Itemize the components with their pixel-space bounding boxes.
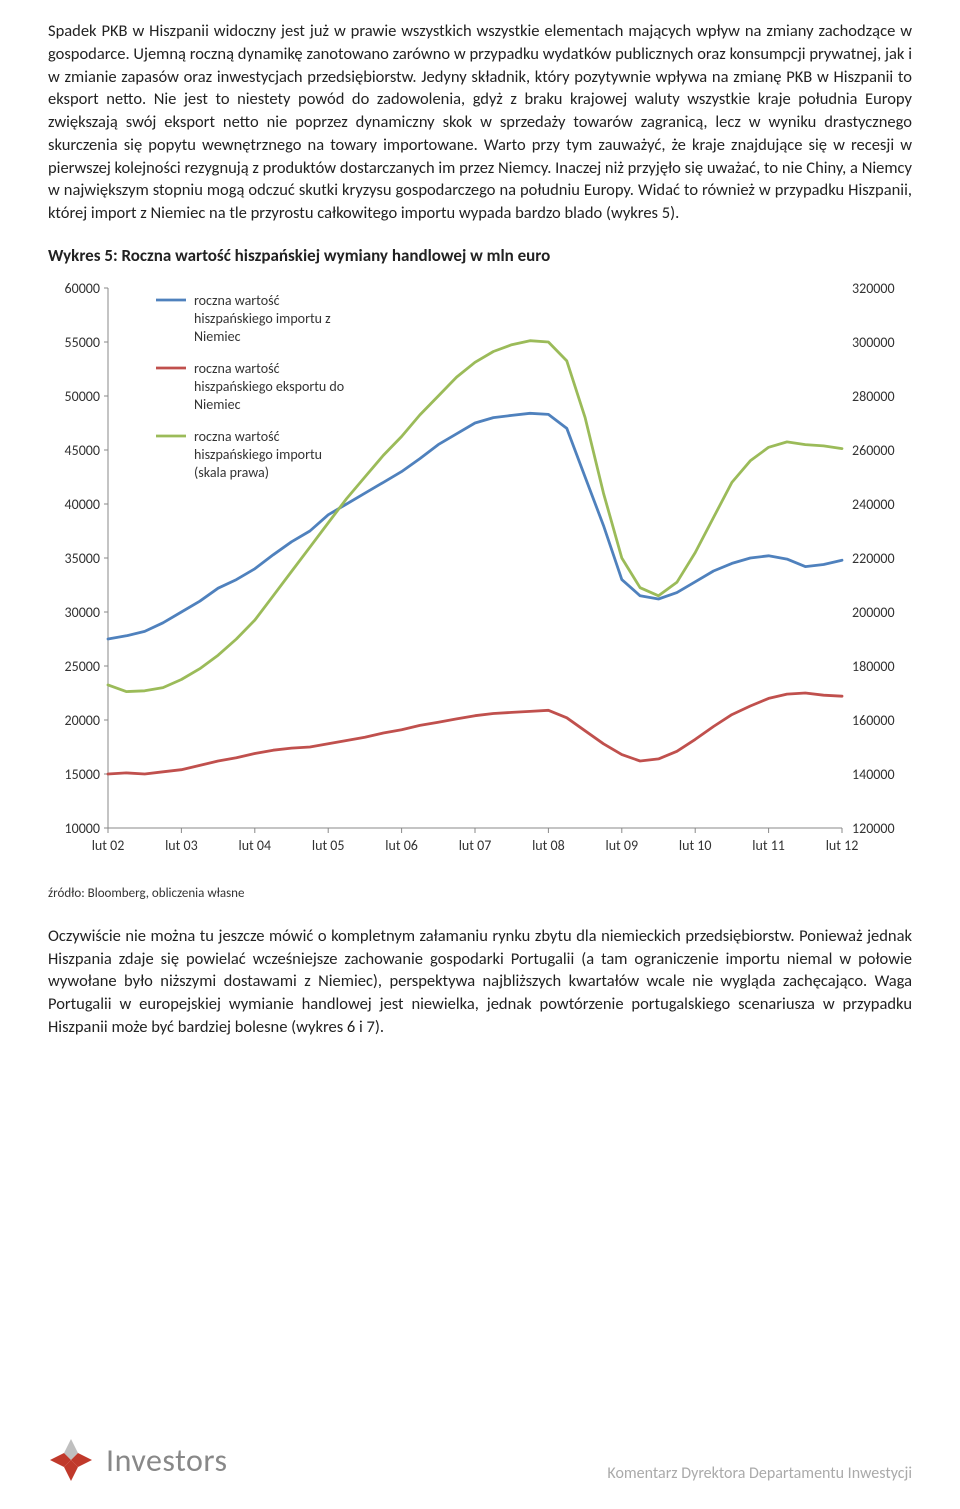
svg-text:Niemiec: Niemiec (194, 328, 241, 345)
svg-text:lut 02: lut 02 (92, 837, 125, 854)
svg-text:240000: 240000 (852, 496, 895, 513)
svg-text:25000: 25000 (65, 658, 100, 675)
svg-text:40000: 40000 (65, 496, 100, 513)
logo-icon (48, 1437, 94, 1483)
svg-text:roczna wartość: roczna wartość (194, 428, 280, 445)
svg-text:lut 10: lut 10 (679, 837, 712, 854)
svg-text:280000: 280000 (852, 388, 895, 405)
footer-note: Komentarz Dyrektora Departamentu Inwesty… (607, 1464, 912, 1483)
brand-name: Investors (106, 1441, 227, 1480)
svg-text:30000: 30000 (65, 604, 100, 621)
svg-text:220000: 220000 (852, 550, 895, 567)
svg-text:(skala prawa): (skala prawa) (194, 464, 269, 481)
svg-text:roczna wartość: roczna wartość (194, 292, 280, 309)
svg-text:20000: 20000 (65, 712, 100, 729)
svg-text:260000: 260000 (852, 442, 895, 459)
svg-text:180000: 180000 (852, 658, 895, 675)
svg-text:lut 09: lut 09 (605, 837, 638, 854)
svg-text:10000: 10000 (65, 820, 100, 837)
svg-text:300000: 300000 (852, 334, 895, 351)
brand-logo: Investors (48, 1437, 227, 1483)
svg-text:200000: 200000 (852, 604, 895, 621)
paragraph-1: Spadek PKB w Hiszpanii widoczny jest już… (48, 20, 912, 225)
chart-container: 10000 15000 20000 25000 30000 35000 40000 45000… (48, 278, 912, 878)
svg-text:lut 03: lut 03 (165, 837, 198, 854)
svg-text:320000: 320000 (852, 280, 895, 297)
svg-text:lut 12: lut 12 (826, 837, 859, 854)
svg-text:45000: 45000 (65, 442, 100, 459)
svg-text:hiszpańskiego eksportu do: hiszpańskiego eksportu do (194, 378, 344, 395)
svg-text:15000: 15000 (65, 766, 100, 783)
svg-text:roczna wartość: roczna wartość (194, 360, 280, 377)
svg-text:35000: 35000 (65, 550, 100, 567)
svg-text:140000: 140000 (852, 766, 895, 783)
chart-title: Wykres 5: Roczna wartość hiszpańskiej wy… (48, 245, 912, 266)
chart-source: źródło: Bloomberg, obliczenia własne (48, 886, 912, 901)
svg-text:160000: 160000 (852, 712, 895, 729)
svg-text:120000: 120000 (852, 820, 895, 837)
svg-text:lut 07: lut 07 (459, 837, 492, 854)
svg-text:hiszpańskiego importu z: hiszpańskiego importu z (194, 310, 331, 327)
svg-text:hiszpańskiego importu: hiszpańskiego importu (194, 446, 322, 463)
line-chart: 10000 15000 20000 25000 30000 35000 40000 45000… (48, 278, 912, 878)
svg-text:lut 11: lut 11 (752, 837, 785, 854)
svg-text:Niemiec: Niemiec (194, 396, 241, 413)
svg-text:lut 05: lut 05 (312, 837, 345, 854)
svg-text:55000: 55000 (65, 334, 100, 351)
svg-text:lut 04: lut 04 (238, 837, 271, 854)
paragraph-2: Oczywiście nie można tu jeszcze mówić o … (48, 925, 912, 1039)
svg-text:50000: 50000 (65, 388, 100, 405)
svg-text:lut 06: lut 06 (385, 837, 418, 854)
svg-text:lut 08: lut 08 (532, 837, 565, 854)
svg-text:60000: 60000 (65, 280, 100, 297)
page-footer: Investors Komentarz Dyrektora Departamen… (48, 1437, 912, 1483)
document-page: Spadek PKB w Hiszpanii widoczny jest już… (0, 0, 960, 1509)
